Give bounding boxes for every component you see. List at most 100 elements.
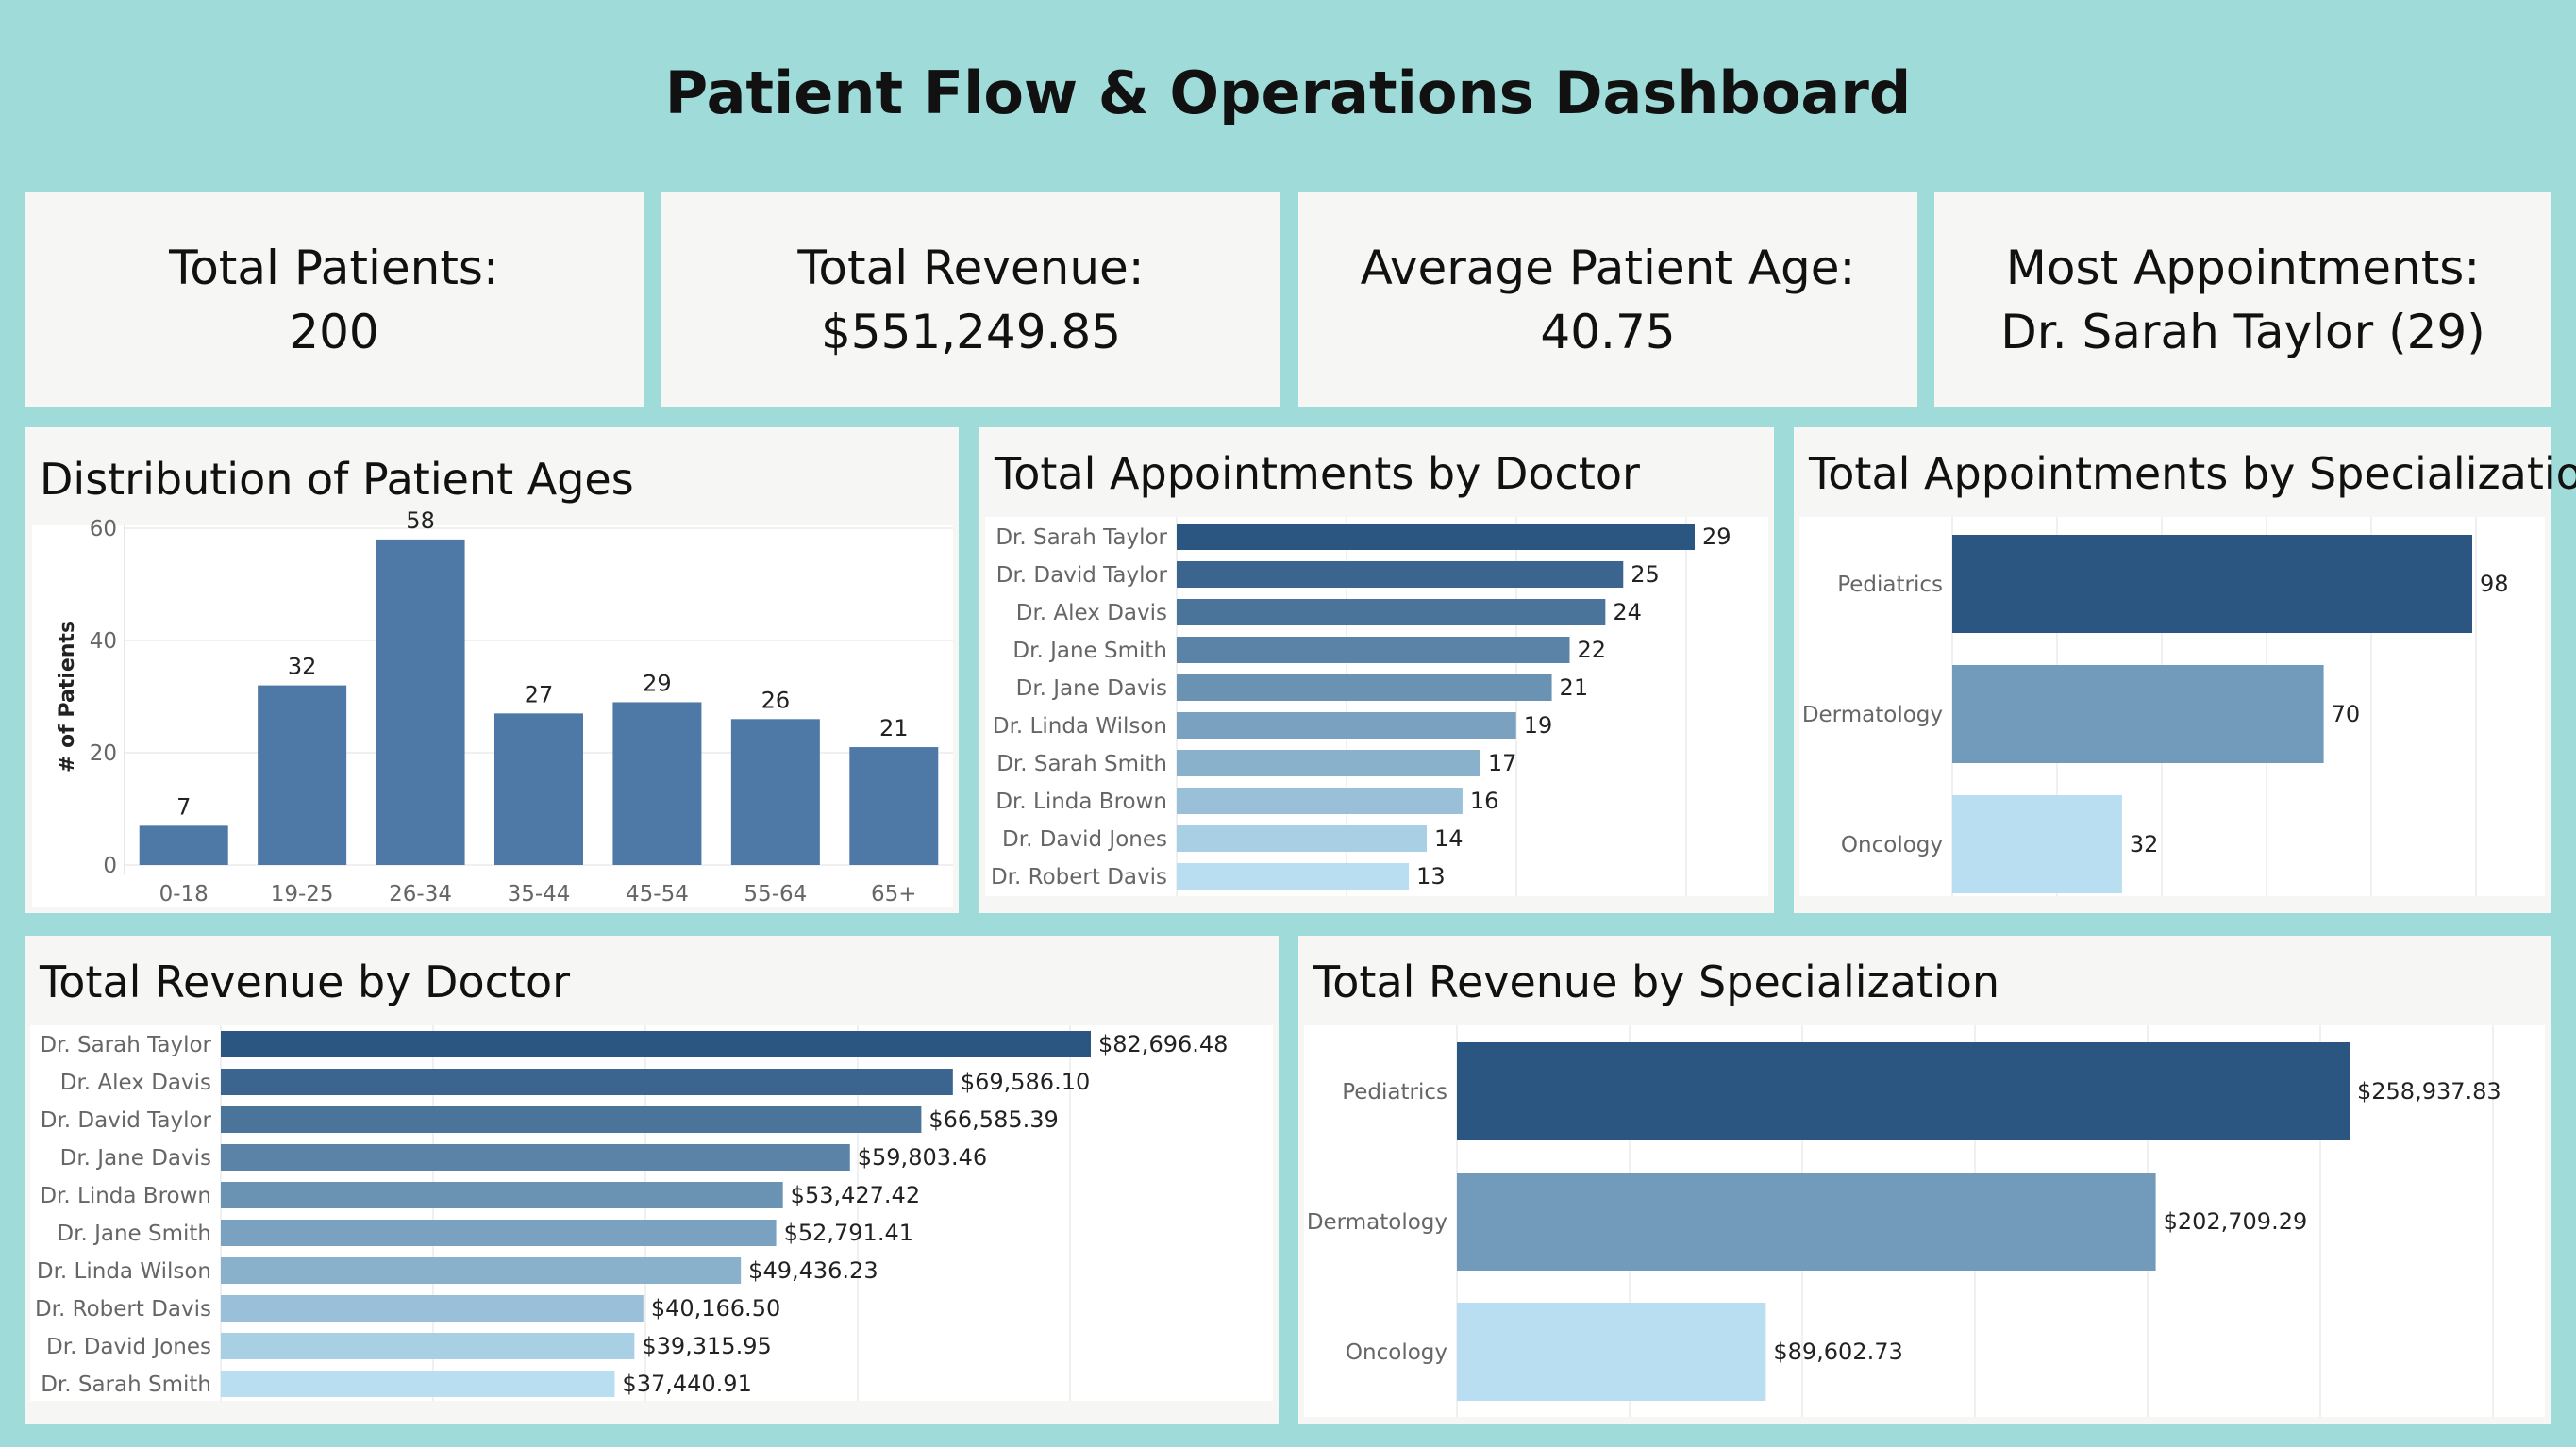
appts_doctor-bar [1177, 788, 1463, 814]
rev_doctor-bar [221, 1295, 644, 1322]
appts_doctor-value-label: 19 [1524, 712, 1553, 739]
appts_doctor-category-label: Dr. Sarah Smith [996, 752, 1167, 776]
ages-ytick-label: 20 [90, 741, 117, 766]
ages-bar [376, 539, 465, 865]
appointments-doctor-title: Total Appointments by Doctor [995, 448, 1640, 499]
appts_doctor-value-label: 13 [1416, 863, 1446, 890]
rev_doctor-bar [221, 1069, 953, 1095]
ages-xtick-label: 26-34 [389, 882, 452, 906]
rev_doctor-value-label: $39,315.95 [642, 1333, 771, 1359]
ages-bar [612, 702, 702, 865]
appts_doctor-value-label: 21 [1560, 674, 1589, 701]
rev_doctor-category-label: Dr. Jane Smith [57, 1222, 211, 1246]
rev_doctor-value-label: $49,436.23 [748, 1257, 878, 1284]
ages-bar [258, 685, 347, 865]
appts_spec-bar [1952, 795, 2122, 893]
rev_spec-value-label: $89,602.73 [1773, 1339, 1902, 1365]
ages-bar [494, 713, 583, 865]
kpi-label: Most Appointments: [2005, 241, 2481, 295]
ages-title: Distribution of Patient Ages [40, 454, 634, 505]
rev_spec-value-label: $202,709.29 [2164, 1208, 2308, 1235]
appts_doctor-bar [1177, 637, 1570, 663]
appts_doctor-category-label: Dr. David Taylor [996, 563, 1168, 588]
rev_spec-value-label: $258,937.83 [2357, 1078, 2501, 1105]
kpi-value: $551,249.85 [820, 305, 1122, 359]
ages-ylabel: # of Patients [56, 621, 79, 773]
appts_spec-value-label: 32 [2130, 831, 2159, 857]
ages-xtick-label: 35-44 [508, 882, 571, 906]
ages-bar [849, 747, 939, 865]
rev_doctor-category-label: Dr. Robert Davis [35, 1297, 211, 1322]
kpi-total-revenue: Total Revenue: $551,249.85 [661, 192, 1280, 407]
appts_spec-bar [1952, 535, 2472, 633]
ages-bar-value: 26 [761, 687, 791, 713]
rev_doctor-bar [221, 1144, 850, 1171]
rev_doctor-bar [221, 1257, 742, 1284]
appts_doctor-bar [1177, 599, 1606, 625]
kpi-total-patients: Total Patients: 200 [25, 192, 644, 407]
ages-xtick-label: 19-25 [271, 882, 334, 906]
appts_doctor-category-label: Dr. David Jones [1002, 827, 1167, 852]
rev_doctor-category-label: Dr. David Taylor [41, 1108, 212, 1133]
rev_doctor-value-label: $37,440.91 [622, 1371, 751, 1397]
rev_spec-bar [1457, 1173, 2156, 1271]
appts_doctor-value-label: 24 [1613, 599, 1642, 625]
appts_doctor-bar [1177, 712, 1516, 739]
rev_doctor-category-label: Dr. Linda Wilson [37, 1259, 211, 1284]
revenue-spec-title: Total Revenue by Specialization [1313, 956, 2000, 1007]
rev_doctor-category-label: Dr. Sarah Smith [41, 1372, 211, 1397]
kpi-value: 40.75 [1540, 305, 1676, 359]
rev_spec-category-label: Dermatology [1307, 1210, 1447, 1235]
rev_doctor-value-label: $59,803.46 [858, 1144, 987, 1171]
appts_doctor-value-label: 14 [1434, 825, 1464, 852]
ages-ytick-label: 40 [90, 629, 117, 654]
appts_doctor-bar [1177, 825, 1428, 852]
kpi-average-age: Average Patient Age: 40.75 [1298, 192, 1917, 407]
kpi-value: Dr. Sarah Taylor (29) [2000, 305, 2485, 359]
appts_doctor-category-label: Dr. Linda Wilson [993, 714, 1167, 739]
ages-ytick-label: 60 [90, 517, 117, 541]
kpi-label: Average Patient Age: [1360, 241, 1856, 295]
ages-bar-value: 27 [525, 681, 554, 707]
appts_doctor-category-label: Dr. Alex Davis [1016, 601, 1167, 625]
rev_doctor-bar [221, 1106, 922, 1133]
rev_doctor-value-label: $53,427.42 [791, 1182, 920, 1208]
appointments-spec-title: Total Appointments by Specialization [1809, 448, 2576, 499]
ages-xtick-label: 65+ [871, 882, 917, 906]
ages-bar-value: 32 [288, 654, 317, 680]
rev_doctor-category-label: Dr. Jane Davis [60, 1146, 211, 1171]
rev_doctor-value-label: $66,585.39 [928, 1106, 1058, 1133]
appts_doctor-value-label: 22 [1577, 637, 1606, 663]
ages-xtick-label: 0-18 [159, 882, 209, 906]
rev_doctor-category-label: Dr. Sarah Taylor [40, 1033, 211, 1057]
ages-xtick-label: 55-64 [744, 882, 807, 906]
appts_doctor-category-label: Dr. Jane Smith [1012, 639, 1167, 663]
rev_spec-bar [1457, 1303, 1766, 1401]
kpi-value: 200 [289, 305, 379, 359]
rev_doctor-bar [221, 1371, 615, 1397]
ages-bar-value: 29 [643, 670, 672, 696]
appts_spec-category-label: Oncology [1841, 833, 1943, 857]
appts_spec-value-label: 70 [2332, 701, 2361, 727]
ages-bar-value: 58 [406, 507, 435, 534]
appts_spec-category-label: Dermatology [1802, 703, 1943, 727]
ages-bar-value: 7 [176, 793, 191, 820]
appts_doctor-category-label: Dr. Sarah Taylor [995, 525, 1167, 550]
rev_doctor-value-label: $52,791.41 [784, 1220, 913, 1246]
appts_doctor-value-label: 17 [1488, 750, 1517, 776]
rev_doctor-bar [221, 1333, 635, 1359]
appts_spec-bar [1952, 665, 2324, 763]
appts_doctor-category-label: Dr. Jane Davis [1016, 676, 1167, 701]
appts_doctor-category-label: Dr. Robert Davis [991, 865, 1167, 890]
appts_doctor-category-label: Dr. Linda Brown [995, 790, 1167, 814]
appts_spec-value-label: 98 [2480, 571, 2509, 597]
rev_doctor-category-label: Dr. Linda Brown [40, 1184, 211, 1208]
rev_spec-bar [1457, 1042, 2350, 1140]
rev_doctor-category-label: Dr. Alex Davis [60, 1071, 211, 1095]
rev_doctor-bar [221, 1182, 783, 1208]
kpi-label: Total Patients: [169, 241, 499, 295]
rev_doctor-category-label: Dr. David Jones [46, 1335, 211, 1359]
rev_doctor-value-label: $82,696.48 [1098, 1031, 1228, 1057]
